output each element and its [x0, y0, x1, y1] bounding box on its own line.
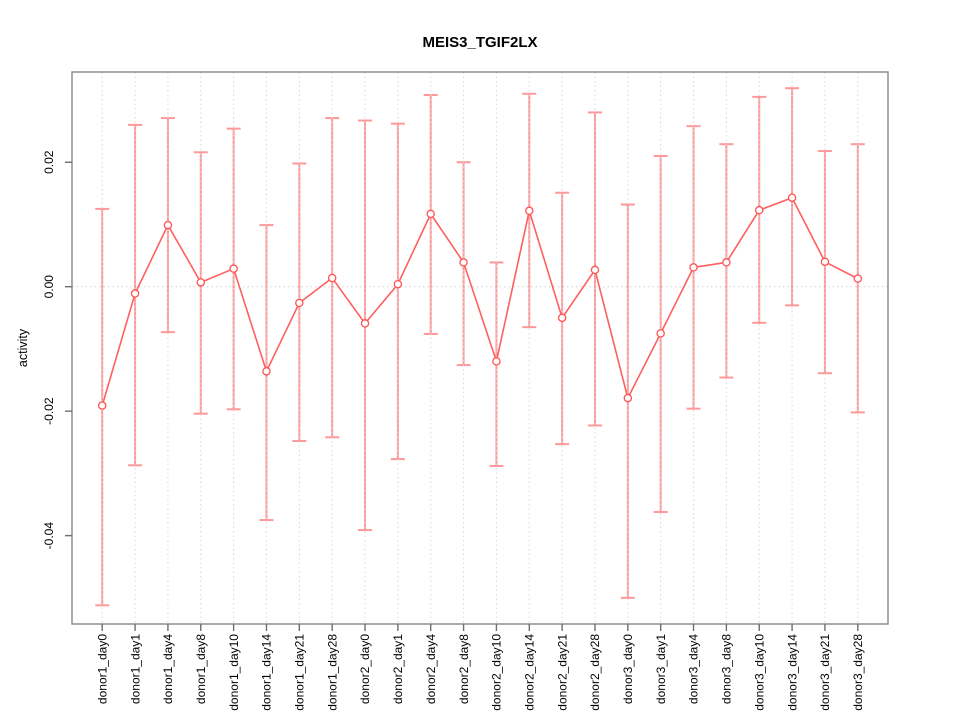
x-tick-label: donor1_day4	[161, 634, 175, 704]
y-tick-label: 0.02	[42, 150, 56, 174]
x-tick-label: donor3_day1	[654, 634, 668, 704]
data-point	[97, 401, 107, 410]
data-point	[262, 367, 271, 376]
x-tick-label: donor1_day1	[128, 634, 142, 704]
data-point	[557, 313, 567, 323]
data-point	[492, 357, 501, 366]
x-tick-label: donor1_day28	[325, 634, 339, 711]
data-point	[360, 319, 370, 328]
x-tick-label: donor1_day10	[227, 634, 241, 711]
y-tick-label: -0.02	[42, 397, 56, 425]
data-point	[689, 263, 698, 272]
chart-title: MEIS3_TGIF2LX	[422, 34, 537, 51]
x-tick-label: donor2_day10	[490, 634, 504, 711]
x-tick-label: donor1_day21	[293, 634, 307, 711]
data-point	[623, 393, 633, 403]
data-series-layer	[97, 193, 863, 410]
series-line	[101, 196, 859, 406]
data-point	[459, 258, 468, 267]
data-point	[196, 278, 206, 287]
data-point	[656, 329, 665, 338]
x-tick-label: donor1_day0	[95, 634, 109, 704]
data-point	[130, 289, 140, 298]
x-tick-label: donor2_day21	[555, 634, 569, 711]
axes-layer: 0.02 0.00 -0.02 -0.04 donor1_day0 donor1_day1…	[42, 71, 889, 711]
data-point	[525, 206, 534, 216]
data-point	[590, 265, 600, 275]
x-tick-label: donor3_day14	[785, 634, 799, 711]
data-point	[393, 279, 403, 289]
x-tick-label: donor3_day28	[851, 634, 865, 711]
x-tick-label: donor2_day0	[358, 634, 372, 704]
data-point	[853, 274, 863, 283]
x-tick-label: donor3_day10	[752, 634, 766, 711]
data-point	[327, 273, 337, 283]
x-tick-label: donor2_day28	[588, 634, 602, 711]
x-tick-label: donor2_day1	[391, 634, 405, 704]
y-tick-label: 0.00	[42, 275, 56, 299]
x-tick-label: donor2_day4	[424, 634, 438, 704]
x-tick-label: donor3_day4	[687, 634, 701, 704]
x-tick-label: donor3_day8	[720, 634, 734, 704]
x-tick-label: donor3_day0	[621, 634, 635, 704]
y-tick-label: -0.04	[42, 522, 56, 550]
data-point	[229, 264, 238, 273]
x-tick-label: donor2_day14	[522, 634, 536, 711]
x-tick-label: donor1_day14	[260, 634, 274, 711]
data-point	[820, 257, 830, 267]
x-tick-label: donor3_day21	[818, 634, 832, 711]
data-point	[426, 209, 435, 219]
gridline-overlay-layer	[101, 72, 859, 624]
data-point	[295, 298, 304, 308]
error-bars-layer	[95, 87, 865, 607]
data-point	[787, 193, 797, 202]
y-axis-title: activity	[16, 328, 30, 367]
x-tick-label: donor2_day8	[457, 634, 471, 704]
plot-box	[71, 71, 889, 625]
x-tick-label: donor1_day8	[194, 634, 208, 704]
data-point	[754, 205, 764, 215]
data-point	[163, 220, 173, 230]
data-point	[722, 258, 731, 267]
